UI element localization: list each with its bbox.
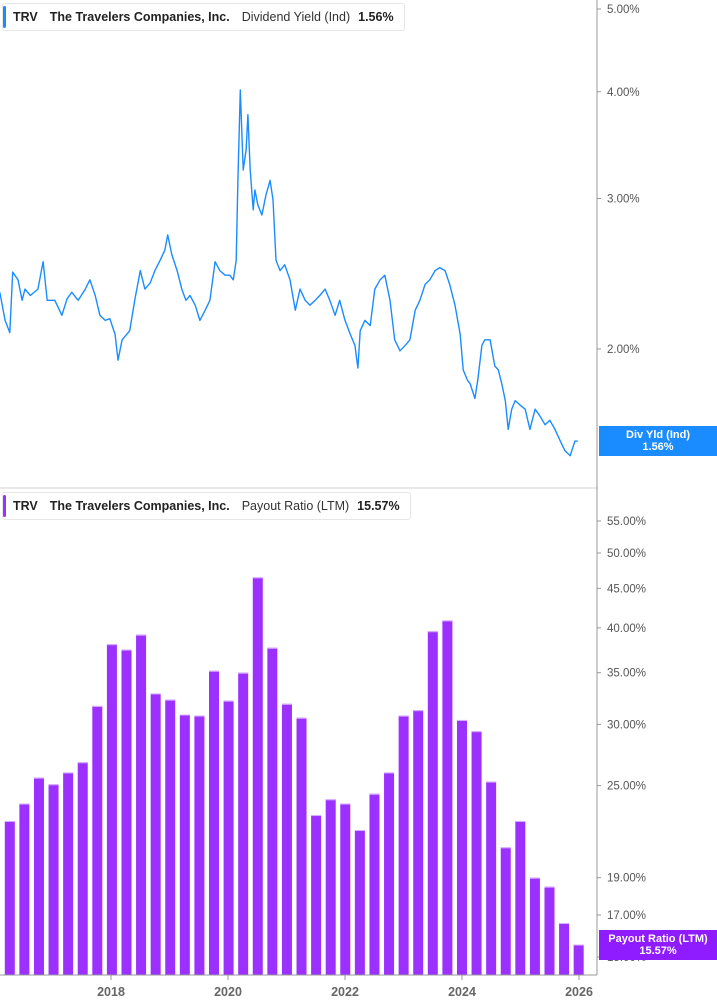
legend-dividend-yield: TRV The Travelers Companies, Inc. Divide… — [2, 3, 405, 31]
last-label-name: Div Yld (Ind) — [626, 429, 690, 441]
x-tick-label: 2018 — [97, 985, 125, 999]
x-tick-label: 2020 — [214, 985, 242, 999]
payout-bar — [384, 772, 395, 975]
payout-bar — [106, 644, 117, 975]
y-tick-label: 2.00% — [607, 344, 640, 356]
payout-bar — [92, 705, 103, 975]
payout-bar — [4, 820, 15, 975]
y-tick-label: 55.00% — [607, 516, 646, 528]
y-tick-label: 17.00% — [607, 910, 646, 922]
legend-ticker: TRV — [13, 499, 38, 513]
legend-ticker: TRV — [13, 10, 38, 24]
legend-color-swatch — [3, 6, 6, 28]
payout-bar — [238, 672, 249, 975]
payout-bar — [194, 715, 205, 975]
payout-bar — [179, 714, 190, 975]
payout-bar — [136, 634, 147, 975]
payout-bar — [19, 803, 30, 975]
payout-bar — [296, 717, 307, 975]
payout-bar — [515, 820, 526, 975]
legend-payout-ratio: TRV The Travelers Companies, Inc. Payout… — [2, 492, 411, 520]
payout-bar — [529, 877, 540, 975]
payout-bar — [48, 784, 59, 975]
last-label-name: Payout Ratio (LTM) — [608, 933, 708, 945]
payout-bar — [544, 886, 555, 975]
y-tick-label: 50.00% — [607, 548, 646, 560]
last-value-label-dividend-yield: Div Yld (Ind) 1.56% — [599, 426, 717, 456]
payout-bar — [500, 847, 511, 975]
x-tick-label: 2026 — [565, 985, 593, 999]
payout-bar — [354, 830, 365, 975]
y-tick-label: 35.00% — [607, 668, 646, 680]
x-axis: 2018 2020 2022 2024 2026 — [97, 975, 593, 999]
payout-bar — [311, 815, 322, 975]
dividend-yield-panel: 5.00% 4.00% 3.00% 2.00% — [0, 4, 640, 457]
payout-bar — [77, 762, 88, 975]
payout-bar — [398, 715, 409, 975]
y-tick-label: 40.00% — [607, 623, 646, 635]
payout-bar — [559, 923, 570, 975]
payout-bar — [281, 703, 292, 975]
y-tick-label: 25.00% — [607, 781, 646, 793]
payout-bar — [150, 693, 161, 975]
payout-bar — [209, 670, 220, 975]
y-tick-label: 30.00% — [607, 719, 646, 731]
y-tick-label: 45.00% — [607, 583, 646, 595]
legend-value: 15.57% — [357, 499, 400, 513]
legend-company: The Travelers Companies, Inc. — [49, 10, 230, 24]
legend-company: The Travelers Companies, Inc. — [49, 499, 230, 513]
payout-bar — [325, 799, 336, 975]
payout-bar — [456, 719, 467, 975]
legend-metric: Dividend Yield (Ind) — [241, 10, 351, 24]
y-tick-label: 5.00% — [607, 4, 640, 16]
payout-bar — [165, 699, 176, 975]
last-label-value: 1.56% — [642, 441, 674, 453]
last-label-value: 15.57% — [639, 945, 677, 957]
x-tick-label: 2022 — [331, 985, 359, 999]
payout-bar — [486, 781, 497, 975]
last-value-label-payout-ratio: Payout Ratio (LTM) 15.57% — [599, 930, 717, 960]
payout-bar — [340, 803, 351, 975]
payout-bar — [369, 793, 380, 975]
payout-bar — [573, 944, 584, 975]
payout-bar — [267, 647, 278, 975]
y-tick-label: 3.00% — [607, 194, 640, 206]
y-tick-label: 19.00% — [607, 873, 646, 885]
legend-value: 1.56% — [358, 10, 394, 24]
payout-bar — [223, 700, 234, 975]
payout-bar — [63, 772, 74, 975]
payout-bar — [252, 577, 263, 975]
x-tick-label: 2024 — [448, 985, 476, 999]
payout-bar — [121, 649, 132, 975]
payout-bar — [442, 620, 453, 975]
payout-bar — [427, 631, 438, 975]
y-tick-label: 4.00% — [607, 87, 640, 99]
legend-metric: Payout Ratio (LTM) — [241, 499, 350, 513]
payout-bar — [413, 710, 424, 975]
payout-ratio-panel: 55.00% 50.00% 45.00% 40.00% 35.00% 30.00% 25.0… — [4, 516, 646, 975]
payout-bar — [471, 731, 482, 975]
legend-color-swatch — [3, 495, 6, 517]
payout-bar — [33, 777, 44, 975]
dividend-yield-line — [0, 89, 578, 457]
